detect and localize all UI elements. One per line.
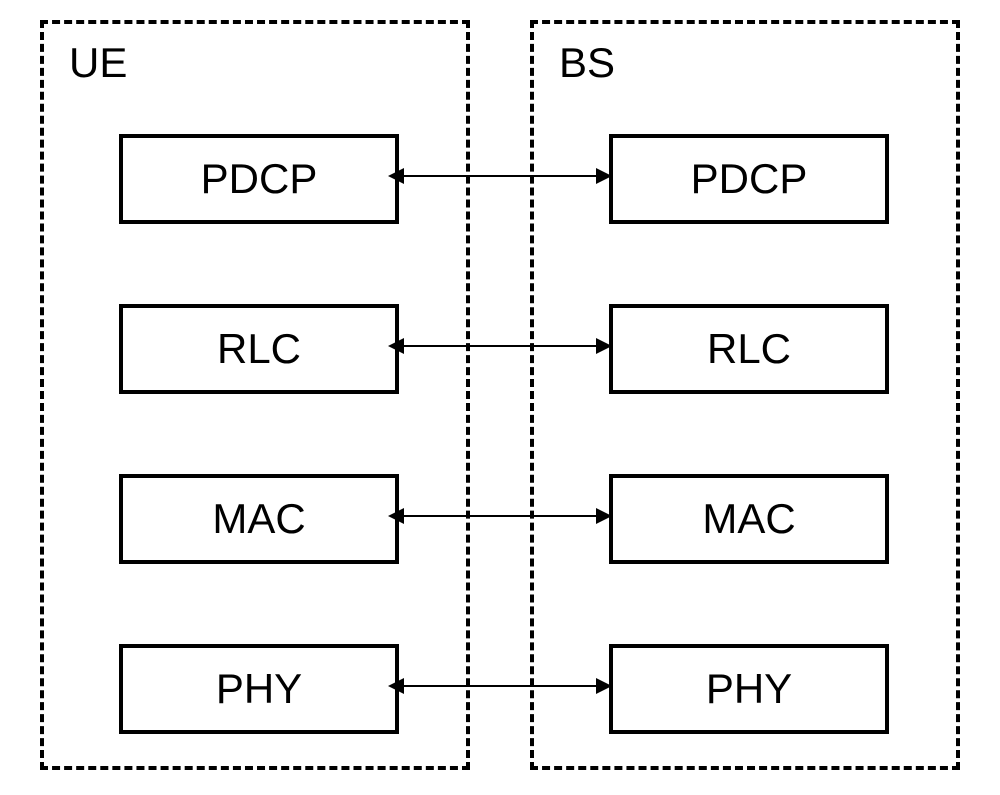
bs-phy-box: PHY xyxy=(609,644,889,734)
phy-arrow xyxy=(390,685,610,687)
ue-rlc-box: RLC xyxy=(119,304,399,394)
ue-panel: UE PDCP RLC MAC PHY xyxy=(40,20,470,770)
bs-pdcp-box: PDCP xyxy=(609,134,889,224)
arrow-left-icon xyxy=(388,168,404,184)
bs-rlc-box: RLC xyxy=(609,304,889,394)
arrow-left-icon xyxy=(388,508,404,524)
bs-panel-title: BS xyxy=(559,39,941,87)
diagram-container: UE PDCP RLC MAC PHY BS PDCP RLC MAC PHY xyxy=(0,0,1000,795)
bs-panel: BS PDCP RLC MAC PHY xyxy=(530,20,960,770)
arrow-left-icon xyxy=(388,678,404,694)
mac-arrow xyxy=(390,515,610,517)
arrow-right-icon xyxy=(596,678,612,694)
pdcp-arrow xyxy=(390,175,610,177)
arrow-right-icon xyxy=(596,168,612,184)
ue-phy-box: PHY xyxy=(119,644,399,734)
bs-mac-box: MAC xyxy=(609,474,889,564)
arrow-right-icon xyxy=(596,338,612,354)
ue-mac-box: MAC xyxy=(119,474,399,564)
ue-panel-title: UE xyxy=(69,39,451,87)
rlc-arrow xyxy=(390,345,610,347)
arrow-left-icon xyxy=(388,338,404,354)
ue-pdcp-box: PDCP xyxy=(119,134,399,224)
arrow-right-icon xyxy=(596,508,612,524)
